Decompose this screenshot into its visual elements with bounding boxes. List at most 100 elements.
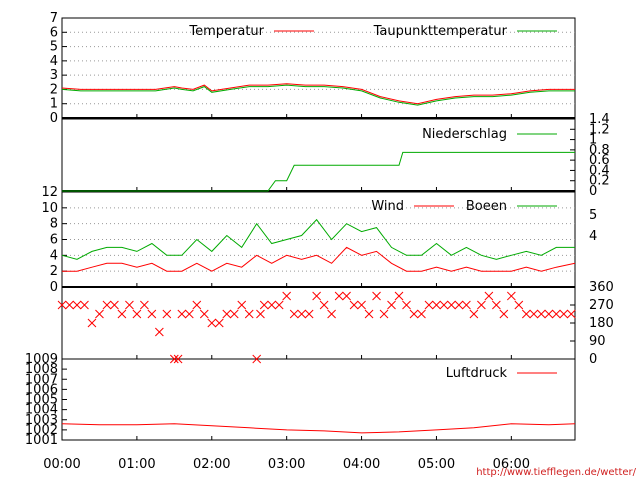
series-line-temperatur: [61, 83, 575, 105]
y2-tick-label: 90: [589, 334, 606, 349]
wind-direction-marker: [132, 309, 142, 319]
wind-direction-marker: [409, 309, 419, 319]
y-tick-label: 1008: [25, 362, 58, 377]
wind-direction-marker: [173, 354, 183, 364]
wind-direction-marker: [462, 300, 471, 310]
wind-direction-marker: [506, 291, 516, 301]
y-tick-label: 8: [50, 217, 58, 232]
y2-tick-label: 1.4: [589, 112, 610, 127]
legend-label-taupunkttemperatur: Taupunkttemperatur: [373, 24, 508, 39]
wind-direction-marker: [454, 300, 464, 310]
x-tick-label: 06:00: [493, 457, 530, 472]
wind-direction-marker: [364, 309, 374, 319]
y-tick-label: 1003: [25, 413, 58, 428]
x-tick-label: 05:00: [418, 457, 455, 472]
wind-direction-marker: [342, 291, 351, 301]
wind-direction-marker: [259, 300, 269, 310]
legend-label-temperatur: Temperatur: [188, 24, 264, 39]
wind-direction-marker: [155, 327, 164, 337]
wind-direction-marker: [312, 291, 321, 301]
y-tick-label: 7: [50, 11, 58, 26]
wind-direction-marker: [417, 309, 426, 319]
wind-direction-marker: [72, 300, 82, 310]
series-line-boeen: [61, 218, 575, 260]
y-tick-label: 10: [41, 201, 58, 216]
wind-direction-marker: [349, 300, 359, 310]
wind-direction-marker: [529, 309, 539, 319]
wind-direction-marker: [319, 300, 329, 310]
wind-direction-marker: [544, 309, 554, 319]
wind-direction-marker: [566, 309, 576, 319]
y2-tick-label: 0: [589, 352, 597, 367]
y-tick-label: 3: [50, 68, 58, 83]
wind-direction-marker: [147, 309, 157, 319]
x-tick-label: 00:00: [43, 457, 80, 472]
wind-direction-marker: [229, 309, 239, 319]
wind-direction-marker: [447, 300, 456, 310]
y-tick-label: 12: [41, 185, 58, 200]
y-tick-label: 4: [50, 248, 58, 263]
wind-direction-marker: [95, 309, 104, 319]
wind-direction-marker: [304, 309, 314, 319]
legend-label-luftdruck: Luftdruck: [446, 366, 508, 381]
wind-direction-marker: [334, 291, 344, 301]
y2-tick-label: 360: [589, 280, 614, 295]
wind-direction-marker: [559, 309, 569, 319]
y2-tick-label: 180: [589, 316, 614, 331]
wind-direction-marker: [57, 300, 67, 310]
y2-tick-label: 0.8: [589, 143, 610, 158]
wind-direction-marker: [192, 300, 202, 310]
wind-direction-marker: [477, 300, 486, 310]
wind-direction-marker: [484, 291, 494, 301]
wind-direction-marker: [267, 300, 277, 310]
y-tick-label: 1: [50, 97, 58, 112]
wind-direction-marker: [80, 300, 89, 310]
wind-direction-marker: [379, 309, 389, 319]
wind-direction-marker: [222, 309, 232, 319]
wind-direction-marker: [492, 300, 501, 310]
wind-direction-marker: [207, 318, 217, 328]
wind-direction-marker: [102, 300, 112, 310]
wind-direction-marker: [87, 318, 97, 328]
wind-direction-marker: [184, 309, 194, 319]
wind-direction-marker: [289, 309, 299, 319]
wind-direction-marker: [372, 291, 381, 301]
wind-direction-marker: [110, 300, 119, 310]
wind-direction-marker: [357, 300, 366, 310]
y-tick-label: 5: [50, 40, 58, 55]
y2-tick-label: 0.4: [589, 163, 610, 178]
y-tick-label: 1009: [25, 352, 58, 367]
wind-direction-marker: [256, 309, 265, 319]
wind-direction-marker: [162, 309, 172, 319]
legend-label-boeen: Boeen: [466, 199, 507, 214]
x-tick-label: 03:00: [268, 457, 305, 472]
y2-tick-label: 0.2: [589, 174, 610, 189]
wind-direction-marker: [521, 309, 531, 319]
y2-tick-label: 1: [589, 133, 597, 148]
wind-direction-marker: [469, 309, 479, 319]
wind-direction-marker: [177, 309, 187, 319]
wind-direction-marker: [394, 291, 404, 301]
footer-url: http://www.tiefflegen.de/wetter/: [476, 467, 636, 478]
legend-label-wind: Wind: [371, 199, 404, 214]
y-tick-label: 1005: [25, 393, 58, 408]
wind-direction-marker: [274, 300, 284, 310]
wind-direction-marker: [402, 300, 411, 310]
x-tick-label: 01:00: [118, 457, 155, 472]
y-tick-label: 1001: [25, 433, 58, 448]
wind-direction-marker: [439, 300, 449, 310]
y-tick-label: 4: [50, 54, 58, 69]
wind-direction-marker: [252, 354, 262, 364]
y-tick-label: 0: [50, 111, 58, 126]
wind-direction-marker: [387, 300, 396, 310]
y2-tick-label: 1.2: [589, 122, 610, 137]
wind-direction-marker: [140, 300, 149, 310]
legend-label-niederschlag: Niederschlag: [422, 127, 507, 142]
wind-direction-marker: [117, 309, 127, 319]
wind-direction-marker: [199, 309, 209, 319]
wind-direction-marker: [424, 300, 434, 310]
series-line-luftdruck: [61, 423, 576, 434]
series-line-wind: [62, 246, 576, 272]
